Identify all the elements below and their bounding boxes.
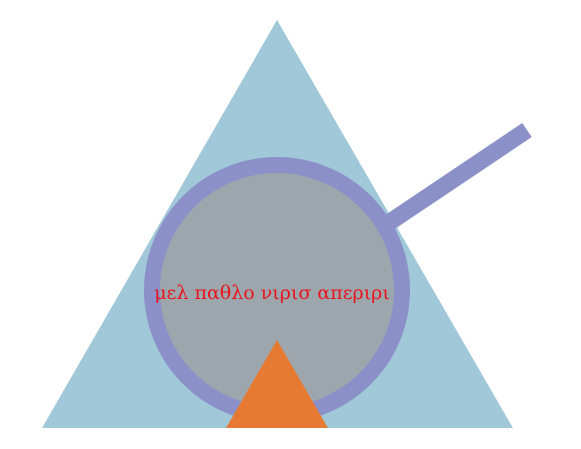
magnifier-lens [152, 165, 402, 415]
lens-caption: μελ παθλο νιρισ απεριρι [154, 282, 390, 304]
magnifier-handle [385, 122, 532, 230]
small-orange-triangle [226, 340, 328, 428]
